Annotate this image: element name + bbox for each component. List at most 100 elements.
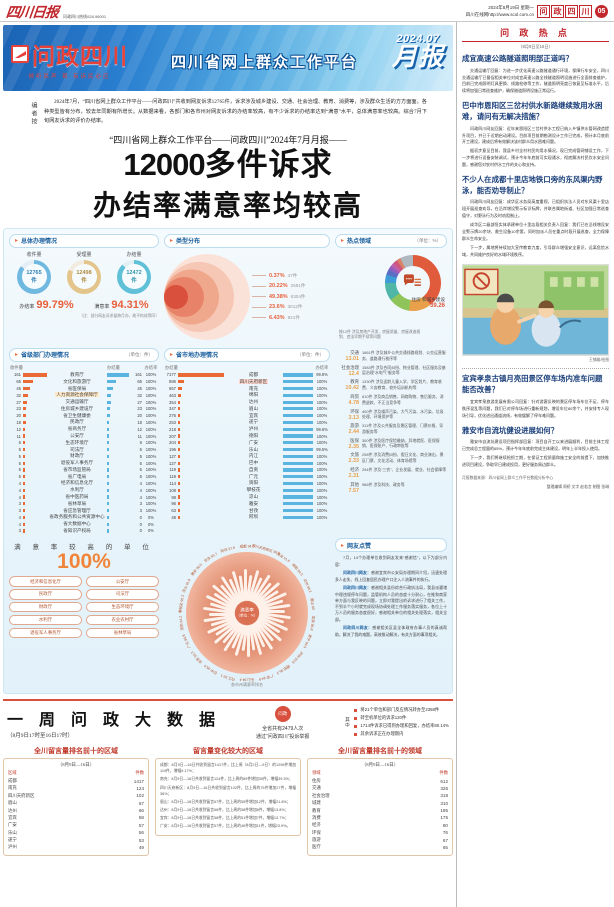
city-rate: 100% [316, 514, 328, 520]
type-legend-item-3: 23.6% 3012件 [252, 304, 330, 310]
city-count-bar [177, 460, 225, 467]
article-paragraph: 交通运输厅回复：为进一步优化高速公路隧道通行环境，保障行车安全，四川交通运输厅已… [462, 67, 609, 94]
hot-topic-article[interactable]: 雅安市自流坑健设进展如何？ 雅安市自流坑建设项目指挥部回复：项目自开工以来进展顺利… [462, 426, 609, 469]
dept-done: 27 [137, 399, 142, 405]
praise-title-text: 网友点赞 [347, 543, 372, 550]
city-rate: 99.8% [316, 372, 328, 378]
city-rate: 99.5% [316, 447, 328, 453]
headline-number: 12000 [123, 146, 205, 182]
table-row: 4 水利厅 4 100% [9, 487, 159, 494]
week-row-name: 医疗 [312, 844, 321, 850]
city-name: 宜宾 [248, 412, 259, 418]
week-row-bar [342, 792, 432, 799]
article-title[interactable]: 不少人在成都十里店地铁口旁的东风渠内野泳，能否劝导制止？ [462, 174, 603, 195]
city-count: 354 [169, 399, 176, 405]
article-paragraph: 宜宾孝泉旅游发展有限公司回复：针对游客反映的景区停车场车位不足、停车秩序混乱等问… [462, 398, 609, 418]
dept-name: 民政厅 [70, 419, 84, 425]
city-count-bar [177, 439, 225, 446]
dept-count: 20 [16, 413, 21, 419]
hot-topic-article[interactable]: 巴中市恩阳区三岔村供水新路继续致用水困难，请问有无解决措施？ 问政四川网友回复：近… [462, 101, 609, 169]
week-row-bar [38, 785, 128, 792]
week-change-note: 广安：8月9日—16日共收到留言57件，比上周的46件增加11件，增幅23.9%… [160, 823, 291, 828]
section-char-0: 问 [537, 5, 550, 18]
ring-1 [164, 284, 188, 309]
hot-topic-article[interactable]: 成宜高速公路隧道照明部正道吗？ 交通运输厅回复：为进一步优化高速公路隧道通行环境，… [462, 54, 609, 95]
dept-done-bar [106, 392, 130, 399]
hot-donut-body: 住房 和城乡建设 39.26 按12件 涉及房地产开发、房屋质量、房屋改造规划、… [335, 251, 447, 343]
article-paragraph: 问政四川网友回复：近年来恩阳区三岔村供水工程已纳入乡镇供水管网改造提升项目，并已… [462, 125, 609, 145]
best-unit-tag: 生态环境厅 [86, 602, 159, 613]
table-row: 教育 195 [312, 807, 448, 814]
week-row-name: 消费 [312, 814, 321, 820]
table-row: 4 省大数据中心 0 0% [9, 521, 159, 528]
article-title[interactable]: 雅安市自流坑健设进展如何？ [462, 425, 559, 435]
city-count: 98 [171, 494, 176, 500]
radial-value: 94.5 [296, 568, 304, 577]
dept-unit-text: （单位：件） [126, 351, 153, 357]
hot-field-desc: 311件 涉及公共服务及景区管理、门票价格、导游服务等 [362, 423, 444, 434]
city-name: 成都 [248, 371, 259, 377]
headline-main: 12000多件诉求 [3, 146, 453, 183]
table-row: 119 自贡 100% [164, 467, 330, 474]
hot-topic-article[interactable]: 不少人在成都十里店地铁口旁的东风渠内野泳，能否劝导制止？ 问政四川网友回复：成华区… [462, 175, 609, 258]
week-col-1-title: 留言量变化较大的区域 [193, 747, 263, 756]
banner-logo: 问政四川 倾听民声 首 有诉民必应 [11, 37, 128, 80]
dept-rate: 100% [145, 467, 157, 473]
hot-field-name: 社会治理 [341, 364, 359, 370]
dept-count: 161 [14, 372, 21, 378]
city-name: 雅安 [248, 500, 259, 506]
table-row: 127 内江 100% [164, 453, 330, 460]
city-count: 96 [171, 501, 176, 507]
hot-field-value: 2.35 [348, 443, 360, 450]
overall-donut-0: 收件量 12765 件 [17, 251, 51, 294]
week-row-value: 124 [136, 785, 144, 791]
radial-value: 93.2 [190, 649, 198, 658]
radial-value: 93.7 [210, 551, 219, 559]
article-title[interactable]: 宜宾孝泉古镇月亮田景区停车场内准车问题能否改善？ [462, 374, 603, 395]
city-col-rate: 办结率 [315, 364, 329, 370]
donut-chart-receive: 12765 件 [17, 259, 51, 294]
city-count: 276 [169, 413, 176, 419]
hot-fields-donut-chart [385, 254, 441, 311]
radial-label: 宜宾 96.8 [309, 615, 316, 630]
dept-rate: 100% [145, 413, 157, 419]
table-row: 3 省知识产权局 0 0% [9, 528, 159, 535]
article-title[interactable]: 成宜高速公路隧道照明部正道吗？ [462, 54, 573, 63]
city-rate-bar [282, 399, 314, 406]
week-region-col-name: 区域 [8, 770, 17, 776]
city-count-bar [177, 446, 225, 453]
table-row: 204 广安 100% [164, 439, 330, 446]
dept-rate: 100% [145, 419, 157, 425]
city-rate: 100% [316, 474, 328, 480]
bullet-icon: ▸ [15, 352, 19, 359]
dept-name: 财政厅 [70, 453, 84, 459]
week-summary-line2: 通过“问政四川”投诉举报 [256, 733, 310, 740]
week-row-name: 社会治理 [312, 792, 330, 798]
city-rate: 100% [316, 501, 328, 507]
week-row-bar [38, 822, 128, 829]
hot-field-name: 医保 [350, 437, 359, 443]
city-rate-bar [282, 480, 314, 487]
bullet-icon: ▸ [170, 238, 174, 245]
week-row-value: 57 [138, 822, 144, 828]
city-col-count: 办结量 [165, 364, 178, 370]
week-row-name: 教育 [312, 807, 321, 813]
week-bullets-block: 其中 将21个单位和部门反应情况转办至2358件 转至机单位的诉求120件 1714… [344, 706, 449, 738]
website-url: 四川在线网http://www.scol.com.cn [465, 11, 534, 17]
article-title[interactable]: 巴中市恩阳区三岔村供水新路继续致用水困难，请问有无解决措施？ [462, 101, 603, 121]
table-row: 医疗 65 [312, 844, 448, 851]
dept-count-bar [22, 372, 48, 379]
dept-count-bar [22, 453, 48, 460]
hot-topic-article[interactable]: 宜宾孝泉古镇月亮田景区停车场内准车问题能否改善？ 宜宾孝泉旅游发展有限公司回复：针… [462, 374, 609, 419]
article-body: 问政四川网友回复：近年来恩阳区三岔村供水工程已纳入乡镇供水管网改造提升项目，并已… [462, 126, 609, 169]
radial-value: 91.8 [282, 556, 291, 564]
dept-name: 省卫生健康委 [63, 412, 91, 418]
city-count-bar [177, 406, 225, 413]
radial-city: 资阳 [179, 622, 185, 631]
page-byline: 整理编辑 周桥 文字 赵若言 制图 张琳 [546, 485, 609, 490]
dept-done-bar [106, 467, 130, 474]
city-count-bar [177, 487, 225, 494]
dept-count: 45 [16, 386, 21, 392]
radial-value: 90.8 [181, 633, 189, 642]
page-number-badge: 05 [595, 5, 608, 18]
